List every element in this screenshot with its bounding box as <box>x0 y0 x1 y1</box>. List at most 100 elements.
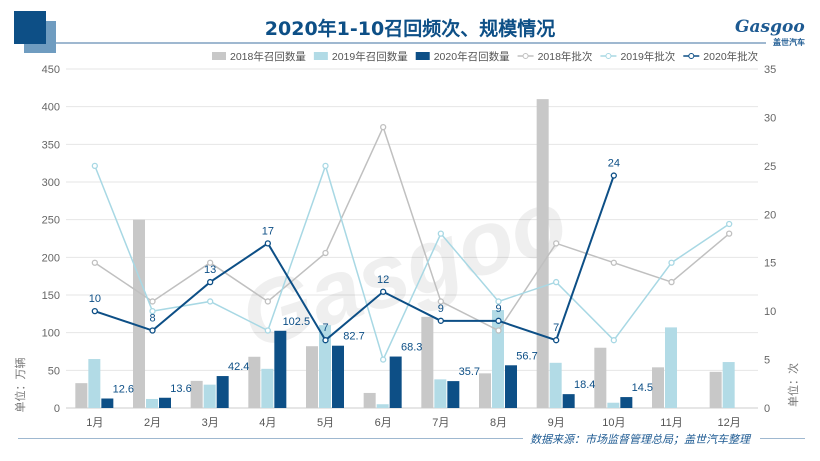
bar-data-label: 82.7 <box>343 331 364 343</box>
y2-axis-label: 单位：次 <box>786 363 800 407</box>
bar <box>421 316 434 408</box>
x-tick-label: 7月 <box>432 417 449 429</box>
x-tick-label: 2月 <box>144 417 161 429</box>
decor-square <box>14 11 46 44</box>
legend-label: 2019年批次 <box>620 50 675 63</box>
line-point <box>322 162 329 170</box>
bar-data-label: 68.3 <box>401 342 422 354</box>
bar <box>88 359 101 408</box>
legend-label: 2018年批次 <box>538 50 593 63</box>
footer-divider <box>18 438 523 439</box>
x-tick-label: 10月 <box>602 417 625 429</box>
line-point <box>610 172 617 179</box>
line-point <box>322 337 329 344</box>
gasgoo-logo: Gasgoo 盖世汽车 <box>735 17 805 47</box>
line-point <box>437 298 444 305</box>
legend-marker <box>605 53 612 59</box>
bar-data-label: 42.4 <box>228 361 249 373</box>
line-point <box>207 259 214 266</box>
bar <box>203 384 216 408</box>
bar <box>363 392 376 408</box>
x-tick-label: 3月 <box>202 417 219 429</box>
line-point <box>264 298 271 305</box>
line-point <box>380 288 387 295</box>
bar <box>133 219 145 408</box>
bar-data-label: 35.7 <box>459 366 480 378</box>
bar <box>216 376 229 408</box>
line-point <box>495 298 502 305</box>
y-tick-label: 100 <box>42 328 60 340</box>
line-point <box>149 298 156 305</box>
bar <box>505 365 517 408</box>
bar <box>722 362 735 408</box>
bar <box>665 327 677 408</box>
line-data-label: 7 <box>322 322 328 334</box>
bar <box>75 383 88 408</box>
legend-marker <box>688 53 695 59</box>
bar <box>306 346 318 408</box>
bar <box>146 398 158 408</box>
x-tick-label: 11月 <box>660 417 682 429</box>
legend-label: 2019年召回数量 <box>332 50 408 63</box>
series-line <box>94 175 615 342</box>
legend-marker <box>522 53 529 59</box>
y-tick-label: 0 <box>54 403 60 415</box>
bar-data-label: 18.4 <box>574 379 595 391</box>
y-tick-label: 50 <box>48 365 60 377</box>
bar <box>479 373 491 408</box>
y-tick-label: 250 <box>42 215 60 227</box>
bar <box>620 397 633 408</box>
line-point <box>91 162 98 170</box>
bar <box>652 367 664 408</box>
x-tick-label: 12月 <box>718 417 741 429</box>
bar <box>376 404 389 408</box>
bar <box>549 362 562 408</box>
footer-divider <box>760 438 805 439</box>
x-tick-label: 8月 <box>490 417 507 429</box>
line-point <box>264 240 271 247</box>
bar <box>594 347 607 408</box>
line-point <box>553 240 560 247</box>
bar <box>434 379 447 408</box>
y-tick-label: 450 <box>42 64 60 76</box>
line-data-label: 13 <box>204 264 216 276</box>
line-point <box>726 220 733 228</box>
line-point <box>380 123 387 131</box>
y-tick-label: 300 <box>42 177 60 189</box>
bar <box>389 356 402 408</box>
x-tick-label: 1月 <box>86 417 103 429</box>
legend-swatch <box>212 52 226 60</box>
line-point <box>149 327 156 334</box>
legend-label: 2020年批次 <box>703 50 758 63</box>
line-data-label: 10 <box>89 293 101 305</box>
bar-data-label: 13.6 <box>170 383 191 395</box>
bar <box>709 371 722 408</box>
bar <box>101 398 114 408</box>
bar-data-label: 56.7 <box>516 350 537 362</box>
bar-data-label: 102.5 <box>283 316 311 328</box>
legend-swatch <box>313 52 328 60</box>
line-point <box>610 337 617 344</box>
line-point <box>264 327 271 334</box>
line-point <box>726 230 733 237</box>
line-point <box>91 259 98 266</box>
bar <box>607 402 620 408</box>
bar-data-label: 14.5 <box>632 382 653 394</box>
line-point <box>495 317 502 324</box>
legend-label: 2020年召回数量 <box>434 50 510 63</box>
x-tick-label: 9月 <box>548 417 565 429</box>
bar <box>332 345 344 408</box>
line-point <box>207 298 214 305</box>
line-point <box>668 259 675 266</box>
line-data-label: 17 <box>262 225 274 237</box>
chart-title: 2020年1-10召回频次、规模情况 <box>264 18 556 40</box>
line-data-label: 24 <box>608 158 620 170</box>
title-divider <box>56 42 766 44</box>
line-point <box>610 259 617 266</box>
line-data-label: 7 <box>553 322 559 334</box>
bar <box>261 368 274 408</box>
line-point <box>437 230 444 237</box>
line-point <box>149 307 156 315</box>
y2-tick-label: 20 <box>764 209 776 221</box>
